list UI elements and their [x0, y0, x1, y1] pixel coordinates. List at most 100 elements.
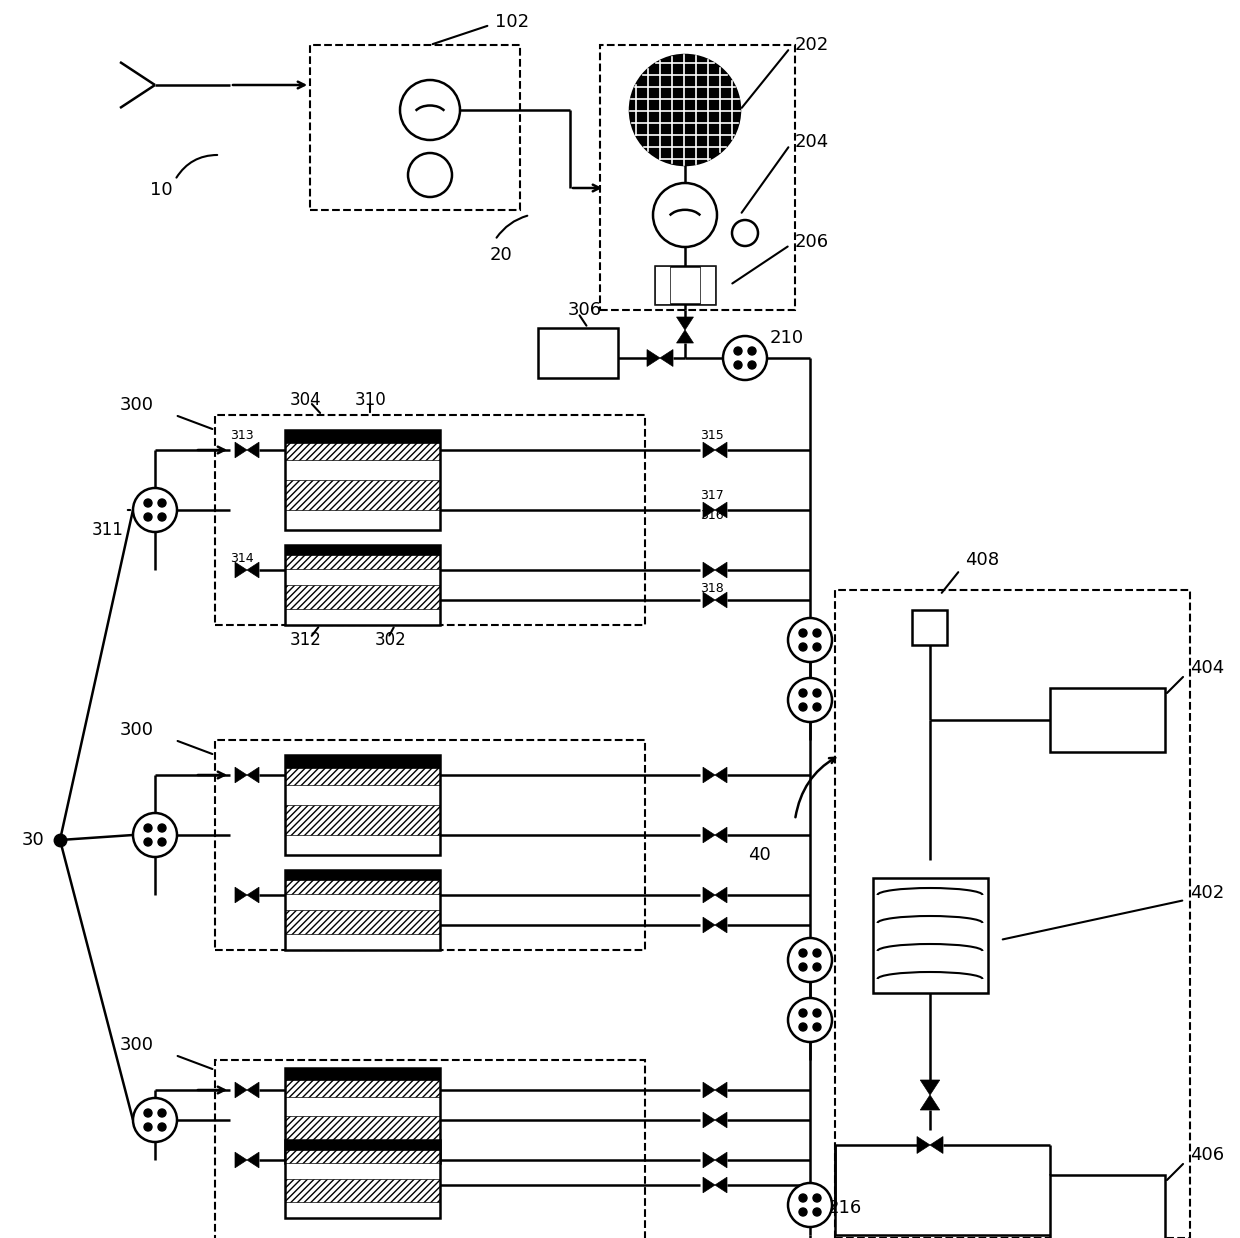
Circle shape: [787, 938, 832, 982]
Polygon shape: [715, 1112, 727, 1128]
Polygon shape: [247, 1153, 259, 1167]
Circle shape: [813, 1208, 821, 1216]
Circle shape: [133, 1098, 177, 1141]
Polygon shape: [715, 1177, 727, 1192]
Bar: [285, 1115, 440, 1144]
Bar: [285, 545, 440, 569]
Text: 216: 216: [828, 1198, 862, 1217]
Polygon shape: [715, 503, 727, 517]
Text: 312: 312: [290, 631, 322, 649]
Text: 300: 300: [120, 1036, 154, 1054]
Bar: [215, 1060, 645, 1238]
Circle shape: [813, 643, 821, 651]
Circle shape: [813, 629, 821, 638]
Bar: [285, 1068, 440, 1097]
Circle shape: [144, 513, 153, 521]
Bar: [655, 266, 715, 305]
Polygon shape: [703, 917, 715, 932]
Text: 404: 404: [1190, 659, 1224, 677]
Polygon shape: [715, 592, 727, 608]
Polygon shape: [715, 888, 727, 903]
Text: 10: 10: [150, 181, 172, 199]
Bar: [285, 430, 440, 530]
Circle shape: [799, 1023, 807, 1031]
Circle shape: [734, 361, 742, 369]
Polygon shape: [715, 827, 727, 843]
Circle shape: [799, 690, 807, 697]
Polygon shape: [236, 768, 247, 782]
Bar: [285, 480, 440, 510]
Circle shape: [799, 1208, 807, 1216]
Text: 318: 318: [701, 582, 724, 594]
Circle shape: [813, 950, 821, 957]
Polygon shape: [715, 562, 727, 578]
Polygon shape: [703, 1153, 715, 1167]
Bar: [310, 45, 520, 210]
Circle shape: [401, 80, 460, 140]
Polygon shape: [236, 442, 247, 458]
Polygon shape: [920, 1094, 940, 1110]
Text: MI: MI: [423, 170, 436, 180]
Text: 202: 202: [795, 36, 830, 54]
Polygon shape: [703, 768, 715, 782]
Circle shape: [799, 629, 807, 638]
Circle shape: [799, 1193, 807, 1202]
Bar: [215, 740, 645, 950]
Bar: [285, 910, 440, 933]
Bar: [285, 1140, 440, 1164]
Circle shape: [630, 54, 740, 165]
Circle shape: [133, 488, 177, 532]
Text: 300: 300: [120, 721, 154, 739]
Polygon shape: [247, 888, 259, 903]
Bar: [285, 545, 440, 555]
Circle shape: [144, 1123, 153, 1132]
Polygon shape: [247, 1082, 259, 1098]
Circle shape: [787, 678, 832, 722]
Circle shape: [813, 1023, 821, 1031]
Circle shape: [799, 963, 807, 971]
Polygon shape: [703, 1082, 715, 1098]
Circle shape: [813, 1009, 821, 1016]
Circle shape: [157, 838, 166, 846]
Polygon shape: [677, 317, 693, 331]
Circle shape: [787, 1184, 832, 1227]
Circle shape: [144, 838, 153, 846]
Circle shape: [813, 703, 821, 711]
Bar: [873, 878, 988, 993]
Text: 402: 402: [1190, 884, 1224, 903]
Polygon shape: [236, 562, 247, 578]
Bar: [701, 266, 715, 305]
Bar: [285, 430, 440, 461]
Text: 30: 30: [22, 831, 45, 849]
Polygon shape: [715, 768, 727, 782]
Bar: [285, 755, 440, 785]
Bar: [285, 1068, 440, 1162]
Bar: [215, 415, 645, 625]
Circle shape: [799, 950, 807, 957]
Bar: [285, 870, 440, 894]
Polygon shape: [247, 768, 259, 782]
Polygon shape: [715, 1153, 727, 1167]
Bar: [285, 755, 440, 768]
Text: 206: 206: [795, 233, 830, 251]
Circle shape: [787, 618, 832, 662]
Polygon shape: [703, 503, 715, 517]
Circle shape: [157, 1123, 166, 1132]
Text: 300: 300: [120, 396, 154, 413]
Polygon shape: [247, 562, 259, 578]
Circle shape: [813, 1193, 821, 1202]
Polygon shape: [703, 592, 715, 608]
Text: 204: 204: [795, 132, 830, 151]
Polygon shape: [703, 442, 715, 458]
Text: 310: 310: [355, 391, 387, 409]
Polygon shape: [247, 442, 259, 458]
Bar: [911, 610, 947, 645]
Bar: [285, 430, 440, 442]
Text: 311: 311: [92, 521, 124, 539]
Text: 40: 40: [748, 846, 771, 864]
Polygon shape: [703, 1112, 715, 1128]
Text: 20: 20: [490, 246, 513, 264]
Bar: [285, 545, 440, 625]
Polygon shape: [918, 1136, 930, 1154]
Bar: [538, 328, 618, 378]
